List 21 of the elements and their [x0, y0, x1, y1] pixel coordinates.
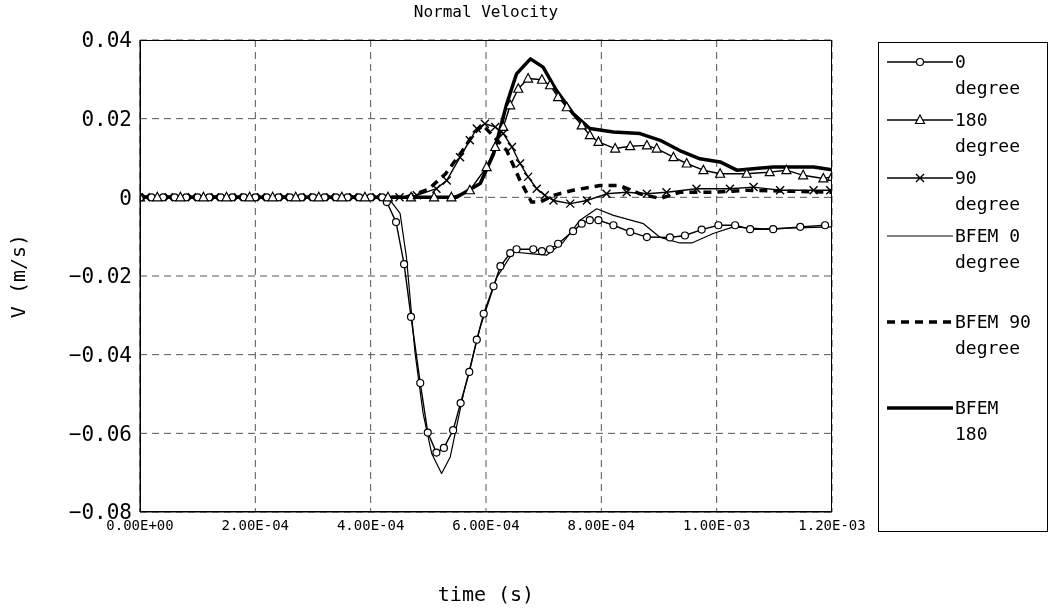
- chart-title: Normal Velocity: [412, 2, 560, 21]
- legend-label: BFEM 180: [955, 396, 1000, 446]
- x-axis-title: time (s): [436, 582, 536, 606]
- y-tick-label: −0.04: [68, 343, 132, 368]
- y-tick-label: −0.02: [68, 264, 132, 289]
- legend-label: 90 degree: [955, 166, 1022, 216]
- x-tick-label: 6.00E-04: [452, 516, 520, 533]
- y-tick-label: 0.04: [81, 28, 132, 53]
- y-tick-label: 0.02: [81, 107, 132, 132]
- x-tick-label: 8.00E-04: [567, 516, 636, 533]
- y-tick-label: 0: [119, 185, 132, 210]
- legend-label: 0 degree: [955, 50, 1022, 100]
- legend-label: 180 degree: [955, 108, 1022, 158]
- y-tick-label: −0.06: [68, 421, 132, 446]
- x-tick-label: 1.00E-03: [682, 516, 751, 533]
- x-tick-label: 2.00E-04: [221, 516, 290, 533]
- x-tick-label: 1.20E-03: [798, 516, 866, 533]
- x-tick-label: 4.00E-04: [336, 516, 405, 533]
- legend-label: BFEM 0 degree: [955, 224, 1022, 274]
- y-axis-title: V (m/s): [6, 233, 30, 319]
- legend-label: BFEM 90 degree: [955, 310, 1032, 360]
